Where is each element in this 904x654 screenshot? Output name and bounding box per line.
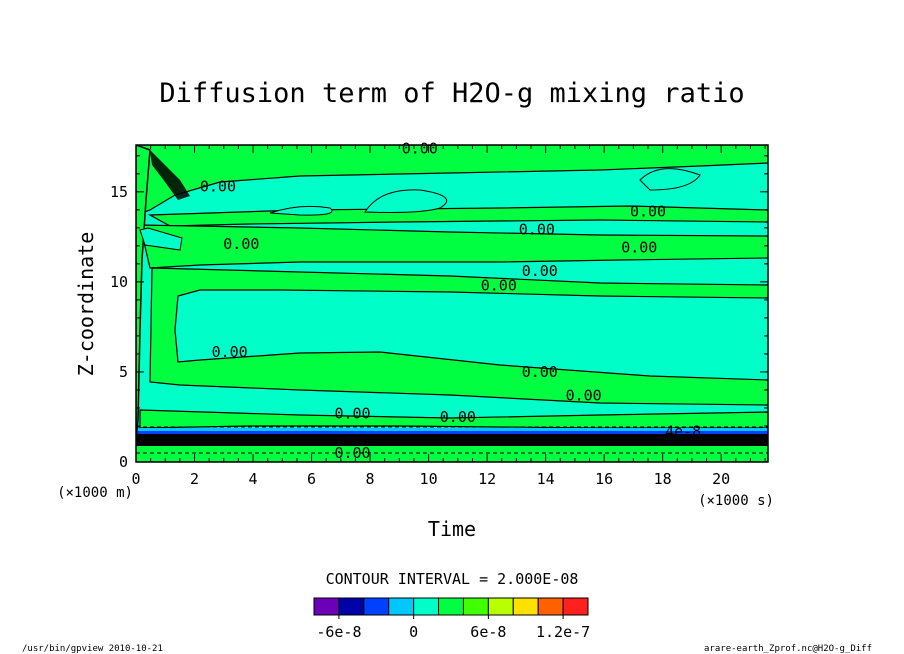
contour-island-1 [269, 205, 333, 216]
legend-swatch-0 [313, 597, 340, 616]
legend-tick-label: 1.2e-7 [536, 623, 590, 641]
contour-label: 0.00 [522, 363, 558, 381]
legend-tick-label: -6e-8 [316, 623, 361, 641]
legend-tick-label: 6e-8 [470, 623, 506, 641]
y-axis-title: Z-coordinate [74, 232, 98, 377]
y-tick-label: 10 [110, 273, 128, 291]
contour-interval-text: CONTOUR INTERVAL = 2.000E-08 [326, 570, 579, 588]
contour-label: 0.00 [200, 177, 236, 195]
field-background [136, 145, 768, 462]
x-tick-label: 16 [595, 470, 613, 488]
footer-left: /usr/bin/gpview 2010-10-21 [22, 644, 163, 654]
contour-label: 0.00 [212, 343, 248, 361]
x-tick-label: 10 [420, 470, 438, 488]
color-legend: -6e-8 0 6e-8 1.2e-7 [313, 597, 590, 641]
contour-label: 0.00 [519, 221, 555, 239]
contour-label: 0.00 [223, 235, 259, 253]
contour-label: 0.00 [440, 408, 476, 426]
chart-title: Diffusion term of H2O-g mixing ratio [159, 78, 744, 109]
x-tick-label: 8 [366, 470, 375, 488]
left-edge-feature [150, 150, 190, 200]
x-tick-label: 6 [307, 470, 316, 488]
x-tick-label: 12 [478, 470, 496, 488]
contour-band-3 [149, 267, 768, 406]
contour-label: 0.00 [402, 140, 438, 158]
contour-island-2 [364, 189, 448, 213]
plot-frame [135, 144, 769, 463]
x-tick-label: 2 [190, 470, 199, 488]
x-tick-label: 20 [712, 470, 730, 488]
legend-swatch-9 [537, 597, 564, 616]
left-edge-pocket [139, 227, 183, 251]
contour-labels: 0.00 0.00 0.00 0.00 0.00 0.00 0.00 0.00 0.00 0.00… [200, 140, 701, 462]
x-tick-label: 18 [654, 470, 672, 488]
legend-swatch-4 [413, 597, 440, 616]
contour-label: 0.00 [630, 203, 666, 221]
contour-band-0 [136, 145, 768, 216]
legend-swatch-7 [487, 597, 514, 616]
legend-swatch-5 [438, 597, 464, 616]
contour-label: 0.00 [522, 262, 558, 280]
y-tick-label: 0 [119, 453, 128, 471]
dense-contour-layer-2 [136, 442, 768, 446]
contour-island-3 [639, 168, 701, 191]
legend-swatch-6 [462, 597, 489, 616]
x-axis-unit: (×1000 s) [698, 493, 774, 509]
footer-right: arare-earth_Zprof.nc@H2O-g_Diff [704, 644, 872, 654]
contour-label: 4e-8 [665, 422, 701, 440]
x-tick-label: 14 [537, 470, 555, 488]
x-axis: 0 2 4 6 8 10 12 14 16 18 20 [131, 145, 766, 488]
contour-field [136, 145, 768, 462]
y-axis-unit: (×1000 m) [57, 485, 133, 501]
contour-band-2 [139, 224, 768, 269]
legend-swatch-8 [512, 597, 539, 616]
dense-contour-layer [136, 434, 768, 442]
x-axis-title: Time [428, 517, 476, 541]
contour-label: 0.00 [334, 444, 370, 462]
y-axis: 0 5 10 15 [110, 155, 768, 471]
contour-label: 0.00 [621, 239, 657, 257]
contour-label: 0.00 [566, 386, 602, 404]
x-tick-label: 0 [131, 470, 140, 488]
blue-layer [136, 431, 768, 434]
legend-swatch-10 [562, 597, 589, 616]
y-tick-label: 15 [110, 183, 128, 201]
legend-swatch-1 [338, 597, 365, 616]
legend-swatch-2 [363, 597, 390, 616]
x-tick-label: 4 [249, 470, 258, 488]
contour-label: 0.00 [481, 276, 517, 294]
legend-swatch-3 [388, 597, 415, 616]
y-tick-label: 5 [119, 363, 128, 381]
legend-tick-label: 0 [409, 623, 418, 641]
contour-label: 0.00 [334, 404, 370, 422]
